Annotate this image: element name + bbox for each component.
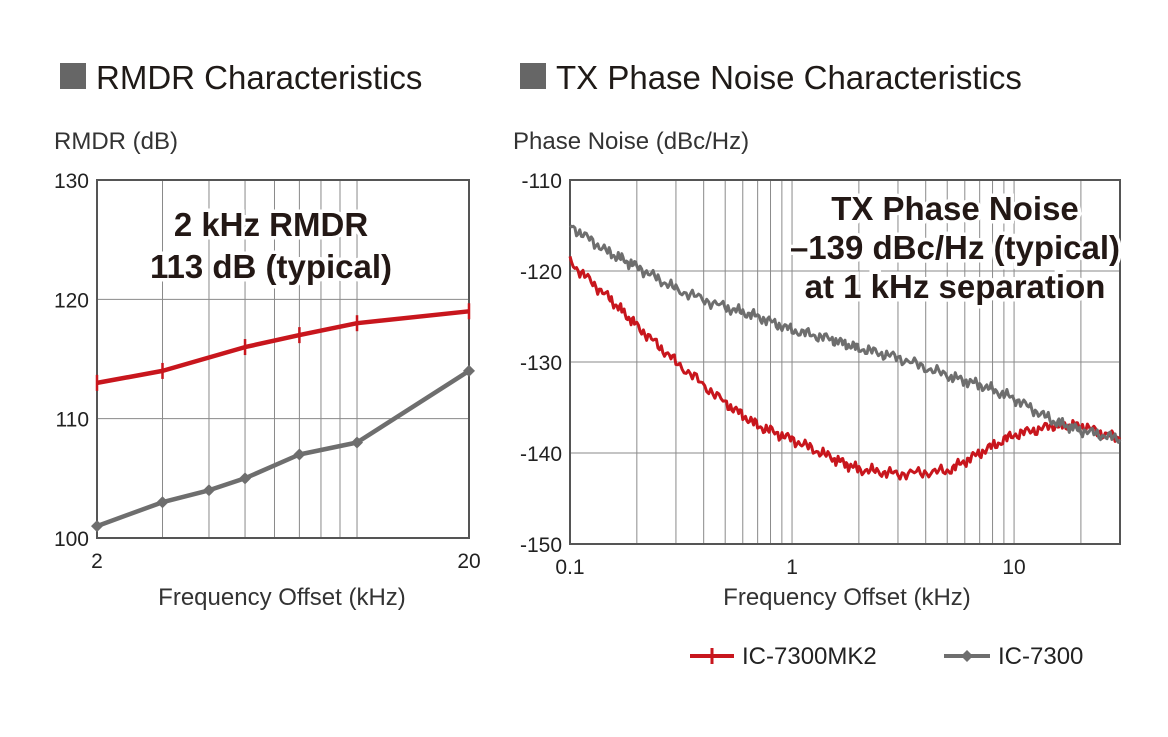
- y-tick-label: 130: [54, 170, 89, 193]
- legend-item-ic-7300mk2: IC-7300MK2: [690, 643, 877, 670]
- y-tick-label: 100: [54, 528, 89, 551]
- rmdr-chart-title: RMDR Characteristics: [96, 59, 422, 96]
- phase-noise-x-axis-label: Frequency Offset (kHz): [723, 584, 971, 611]
- rmdr-annotation-line-1: 2 kHz RMDR: [174, 206, 369, 243]
- phase-noise-annotation-line-3: at 1 kHz separation: [805, 268, 1106, 305]
- phase-noise-annotation: TX Phase Noise –139 dBc/Hz (typical) at …: [786, 187, 1123, 309]
- phase-noise-y-ticks: -150 -140 -130 -120 -110: [520, 170, 562, 557]
- rmdr-series: [91, 303, 475, 533]
- y-tick-label: -150: [520, 534, 562, 557]
- plot-frame: [569, 179, 1121, 545]
- phase-noise-plot: -150 -140 -130 -120 -110 0.1 1 10 TX Phase Noi…: [520, 170, 1124, 611]
- rmdr-y-ticks: 100 110 120 130: [54, 170, 89, 551]
- y-tick-label: 120: [54, 289, 89, 312]
- x-tick-label: 2: [91, 550, 103, 573]
- x-tick-label: 10: [1002, 556, 1025, 579]
- data-point-ic-7300: [239, 472, 252, 485]
- series-line-ic-7300mk2: [568, 256, 1122, 481]
- plot-frame: [96, 179, 470, 539]
- x-tick-label: 0.1: [555, 556, 584, 579]
- data-point-ic-7300: [351, 436, 364, 449]
- series-line-ic-7300: [569, 224, 1122, 444]
- series-line-ic-7300: [96, 369, 471, 529]
- rmdr-plot: 100 110 120 130 2 20 2 kHz RMDR 113 dB (typi…: [54, 170, 481, 611]
- rmdr-x-ticks: 2 20: [91, 550, 481, 573]
- data-point-ic-7300: [463, 364, 475, 377]
- rmdr-x-axis-label: Frequency Offset (kHz): [158, 584, 406, 611]
- rmdr-annotation: 2 kHz RMDR 113 dB (typical): [146, 203, 395, 289]
- y-tick-label: -110: [522, 170, 562, 193]
- x-tick-label: 20: [457, 550, 480, 573]
- phase-noise-annotation-line-2: –139 dBc/Hz (typical): [790, 229, 1120, 266]
- phase-noise-chart-title: TX Phase Noise Characteristics: [556, 59, 1022, 96]
- rmdr-y-axis-label: RMDR (dB): [54, 128, 178, 155]
- rmdr-grid: [96, 179, 470, 539]
- phase-noise-series: [568, 224, 1122, 481]
- y-tick-label: -120: [520, 261, 562, 284]
- phase-noise-x-ticks: 0.1 1 10: [555, 556, 1025, 579]
- rmdr-annotation-line-2: 113 dB (typical): [150, 248, 392, 285]
- legend: IC-7300MK2 IC-7300: [690, 643, 1083, 670]
- legend-label-ic-7300mk2: IC-7300MK2: [742, 643, 877, 670]
- series-line-ic-7300mk2: [96, 309, 470, 386]
- legend-item-ic-7300: IC-7300: [944, 643, 1083, 670]
- data-point-ic-7300: [293, 448, 306, 461]
- title-square-left: [60, 63, 86, 89]
- data-point-ic-7300: [156, 496, 169, 509]
- title-square-right: [520, 63, 546, 89]
- data-point-ic-7300: [91, 520, 103, 533]
- y-tick-label: -140: [520, 443, 562, 466]
- legend-marker-ic-7300: [961, 650, 973, 662]
- data-point-ic-7300: [202, 484, 215, 497]
- legend-label-ic-7300: IC-7300: [998, 643, 1083, 670]
- phase-noise-annotation-line-1: TX Phase Noise: [831, 190, 1079, 227]
- x-tick-label: 1: [786, 556, 798, 579]
- y-tick-label: 110: [56, 409, 89, 432]
- phase-noise-grid: [569, 179, 1121, 545]
- y-tick-label: -130: [520, 352, 562, 375]
- phase-noise-y-axis-label: Phase Noise (dBc/Hz): [513, 128, 749, 155]
